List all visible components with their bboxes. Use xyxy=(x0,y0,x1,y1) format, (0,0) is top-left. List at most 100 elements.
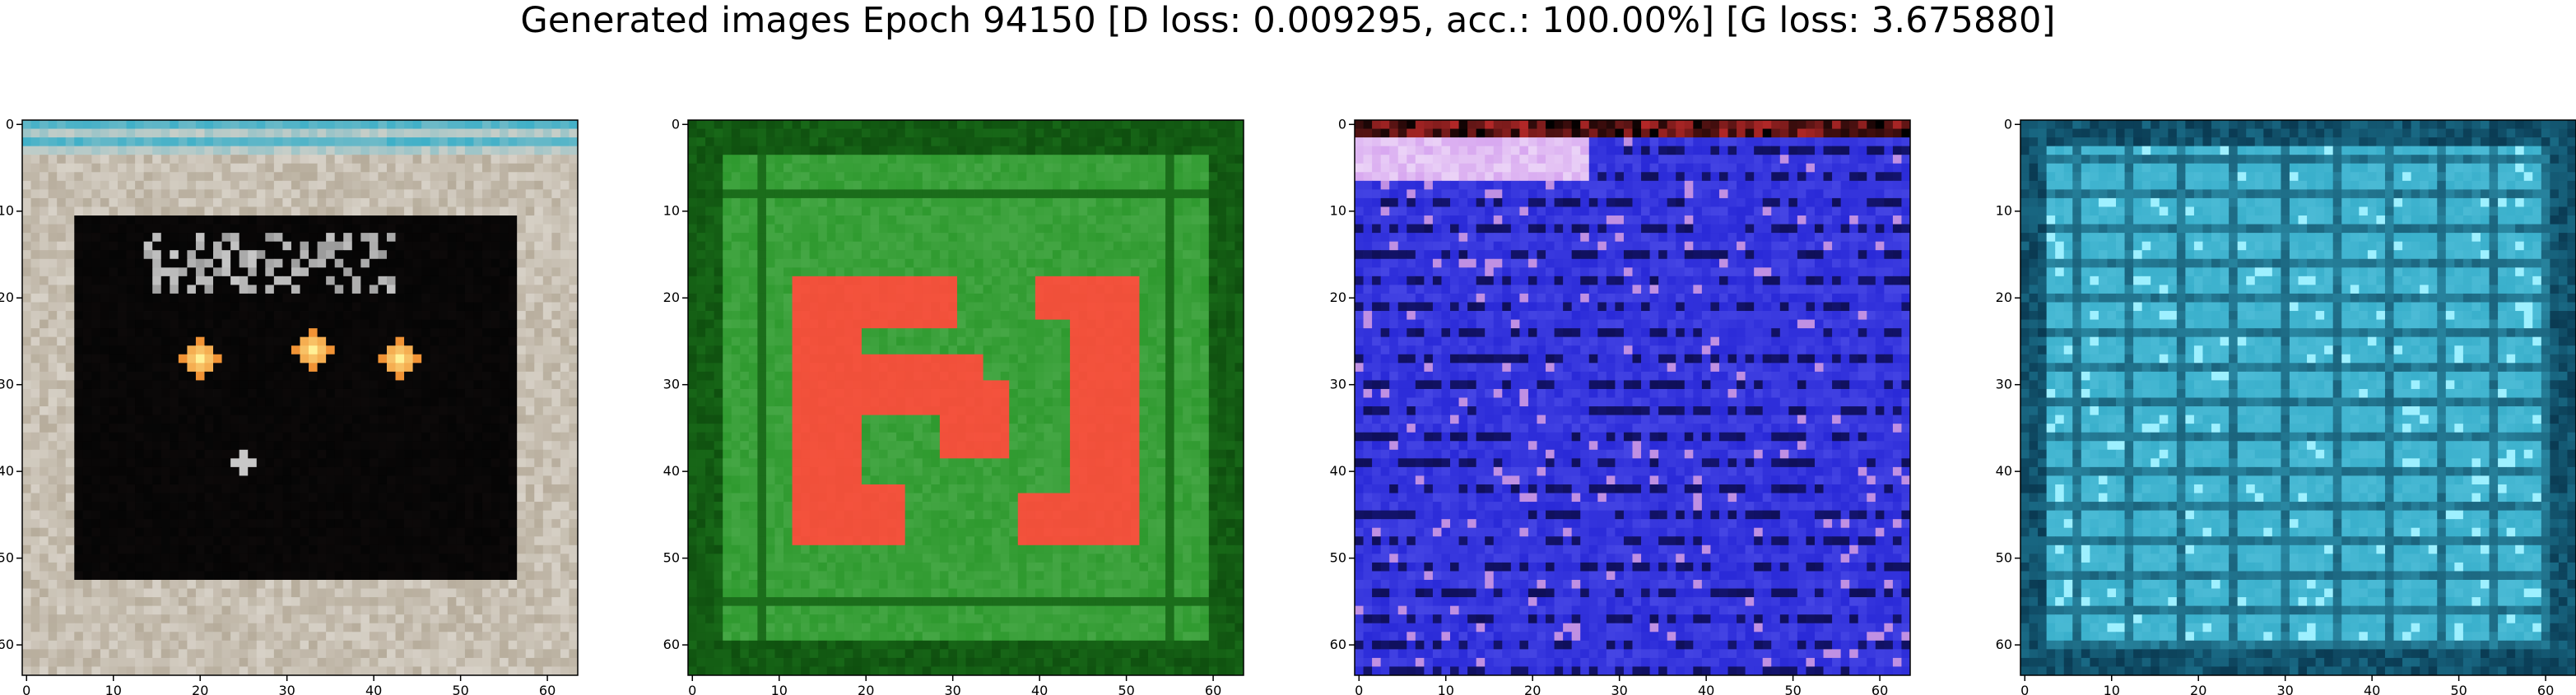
image-pixel xyxy=(774,215,784,225)
image-pixel xyxy=(221,180,231,190)
image-pixel xyxy=(187,285,197,294)
image-pixel xyxy=(447,502,457,512)
image-pixel xyxy=(265,180,275,190)
image-pixel xyxy=(464,632,474,642)
image-pixel xyxy=(30,180,40,190)
image-pixel xyxy=(508,276,518,285)
image-pixel xyxy=(22,649,31,659)
image-pixel xyxy=(939,197,949,207)
image-pixel xyxy=(30,466,40,476)
image-pixel xyxy=(195,424,205,433)
image-pixel xyxy=(1156,163,1166,173)
image-pixel xyxy=(844,155,853,164)
image-pixel xyxy=(317,197,327,207)
image-pixel xyxy=(170,605,179,615)
image-pixel xyxy=(65,146,75,155)
image-pixel xyxy=(853,120,863,129)
image-pixel xyxy=(464,544,474,554)
image-pixel xyxy=(265,302,275,312)
image-pixel xyxy=(542,345,552,355)
image-pixel xyxy=(464,128,474,138)
image-pixel xyxy=(30,406,40,415)
image-pixel xyxy=(317,336,327,346)
image-pixel xyxy=(542,666,552,676)
image-pixel xyxy=(551,519,561,529)
image-pixel xyxy=(100,397,109,407)
image-pixel xyxy=(551,640,561,650)
image-pixel xyxy=(126,432,136,442)
image-pixel xyxy=(922,233,932,243)
image-pixel xyxy=(152,466,162,476)
image-pixel xyxy=(204,250,214,260)
image-pixel xyxy=(922,206,932,216)
image-pixel xyxy=(221,562,231,572)
image-pixel xyxy=(412,267,422,277)
image-pixel xyxy=(481,571,491,581)
image-pixel xyxy=(360,406,370,415)
image-pixel xyxy=(282,649,292,659)
image-pixel xyxy=(343,241,353,251)
image-pixel xyxy=(421,614,431,624)
image-pixel xyxy=(809,197,819,207)
image-pixel xyxy=(386,632,396,642)
image-pixel xyxy=(1147,197,1157,207)
image-pixel xyxy=(412,458,422,468)
image-pixel xyxy=(143,458,153,468)
image-pixel xyxy=(282,388,292,398)
image-pixel xyxy=(74,180,84,190)
image-pixel xyxy=(473,363,483,373)
image-pixel xyxy=(309,441,318,451)
image-pixel xyxy=(534,579,544,589)
image-pixel xyxy=(91,224,101,234)
image-pixel xyxy=(500,354,509,364)
image-pixel xyxy=(1095,163,1105,173)
image-pixel xyxy=(1052,197,1062,207)
image-pixel xyxy=(965,172,975,182)
image-pixel xyxy=(100,276,109,285)
image-pixel xyxy=(291,197,300,207)
image-pixel xyxy=(351,640,361,650)
image-pixel xyxy=(1156,197,1166,207)
image-pixel xyxy=(300,215,309,225)
image-pixel xyxy=(135,241,145,251)
image-pixel xyxy=(569,632,579,642)
image-pixel xyxy=(439,449,449,459)
image-pixel xyxy=(230,466,240,476)
image-pixel xyxy=(757,146,767,155)
image-pixel xyxy=(551,441,561,451)
image-pixel xyxy=(82,128,92,138)
image-pixel xyxy=(456,354,466,364)
image-pixel xyxy=(500,502,509,512)
image-pixel xyxy=(291,336,300,346)
image-pixel xyxy=(1000,189,1010,199)
image-pixel xyxy=(491,424,500,433)
image-pixel xyxy=(1017,155,1027,164)
image-pixel xyxy=(386,137,396,147)
image-pixel xyxy=(351,197,361,207)
image-pixel xyxy=(1035,137,1044,147)
image-pixel xyxy=(143,632,153,642)
image-pixel xyxy=(170,258,179,268)
image-pixel xyxy=(542,197,552,207)
image-pixel xyxy=(525,345,535,355)
image-pixel xyxy=(221,215,231,225)
image-pixel xyxy=(221,484,231,493)
image-pixel xyxy=(160,120,170,129)
image-pixel xyxy=(213,363,222,373)
image-pixel xyxy=(378,163,388,173)
image-pixel xyxy=(230,475,240,485)
image-pixel xyxy=(282,128,292,138)
image-pixel xyxy=(1191,120,1201,129)
image-pixel xyxy=(500,146,509,155)
image-pixel xyxy=(160,371,170,381)
image-pixel xyxy=(1000,120,1010,129)
image-pixel xyxy=(395,206,405,216)
image-pixel xyxy=(160,397,170,407)
image-pixel xyxy=(1122,215,1132,225)
image-pixel xyxy=(404,371,414,381)
image-pixel xyxy=(152,458,162,468)
image-pixel xyxy=(204,224,214,234)
image-pixel xyxy=(500,371,509,381)
image-pixel xyxy=(160,544,170,554)
image-pixel xyxy=(740,197,750,207)
